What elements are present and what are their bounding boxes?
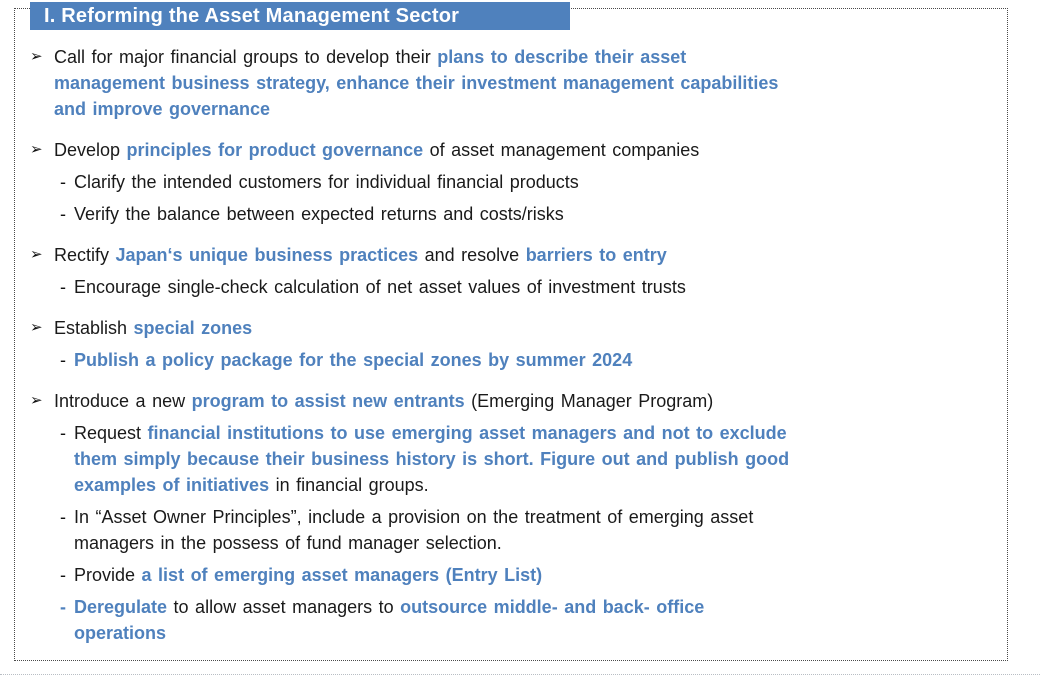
- bullet-item: ➢ Introduce a new program to assist new e…: [30, 388, 1002, 414]
- dash-bullet-icon: -: [60, 565, 66, 585]
- section-title-banner: I. Reforming the Asset Management Sector: [30, 2, 570, 30]
- plain-text: Rectify: [54, 245, 116, 265]
- bullet-text: Develop principles for product governanc…: [54, 137, 1002, 163]
- highlighted-text: program to assist new entrants: [191, 391, 465, 411]
- plain-text: Develop: [54, 140, 127, 160]
- sub-bullet-item: - Deregulate to allow asset managers to o…: [30, 594, 1002, 646]
- plain-text: Clarify the intended customers for indiv…: [74, 172, 579, 192]
- arrow-bullet-icon: ➢: [30, 319, 43, 336]
- plain-text: In “Asset Owner Principles”, include a p…: [74, 507, 754, 553]
- arrow-bullet-icon: ➢: [30, 392, 43, 409]
- sub-bullet-item: - Clarify the intended customers for indi…: [30, 169, 1002, 195]
- bullet-item: ➢ Rectify Japan‘s unique business practic…: [30, 242, 1002, 268]
- sub-bullet-item: - Request financial institutions to use e…: [30, 420, 1002, 498]
- plain-text: Provide: [74, 565, 142, 585]
- bullet-text: In “Asset Owner Principles”, include a p…: [74, 504, 1002, 556]
- highlighted-text: principles for product governance: [126, 140, 424, 160]
- highlighted-text: barriers to entry: [525, 245, 667, 265]
- sub-bullet-item: - Verify the balance between expected ret…: [30, 201, 1002, 227]
- dash-bullet-icon: -: [60, 277, 66, 297]
- bullet-list: ➢ Call for major financial groups to deve…: [30, 34, 1002, 646]
- bullet-text: Clarify the intended customers for indiv…: [74, 169, 1002, 195]
- bullet-text: Verify the balance between expected retu…: [74, 201, 1002, 227]
- bullet-text: Call for major financial groups to devel…: [54, 44, 1002, 122]
- dash-bullet-icon: -: [60, 423, 66, 443]
- plain-text: of asset management companies: [423, 140, 700, 160]
- plain-text: in financial groups.: [269, 475, 429, 495]
- dash-bullet-icon: -: [60, 350, 66, 370]
- bullet-text: Deregulate to allow asset managers to ou…: [74, 594, 1002, 646]
- arrow-bullet-icon: ➢: [30, 48, 43, 65]
- bullet-text: Publish a policy package for the special…: [74, 347, 1002, 373]
- arrow-bullet-icon: ➢: [30, 141, 43, 158]
- highlighted-text: special zones: [133, 318, 253, 338]
- bullet-item: ➢ Call for major financial groups to deve…: [30, 44, 1002, 122]
- plain-text: Request: [74, 423, 148, 443]
- dash-bullet-icon: -: [60, 172, 66, 192]
- highlighted-text: Deregulate: [74, 597, 168, 617]
- bullet-item: ➢ Establish special zones: [30, 315, 1002, 341]
- highlighted-text: outsource middle- and back- office opera…: [74, 597, 705, 643]
- sub-bullet-item: - Publish a policy package for the specia…: [30, 347, 1002, 373]
- bullet-text: Rectify Japan‘s unique business practice…: [54, 242, 1002, 268]
- page-title: I. Reforming the Asset Management Sector: [44, 4, 460, 27]
- plain-text: Encourage single-check calculation of ne…: [74, 277, 686, 297]
- highlighted-text: a list of emerging asset managers (Entry…: [141, 565, 543, 585]
- plain-text: to allow asset managers to: [167, 597, 401, 617]
- highlighted-text: plans to describe their asset management…: [54, 47, 779, 119]
- bullet-text: Establish special zones: [54, 315, 1002, 341]
- plain-text: and resolve: [418, 245, 526, 265]
- bullet-item: ➢ Develop principles for product governan…: [30, 137, 1002, 163]
- plain-text: Call for major financial groups to devel…: [54, 47, 438, 67]
- bullet-text: Encourage single-check calculation of ne…: [74, 274, 1002, 300]
- plain-text: Establish: [54, 318, 134, 338]
- highlighted-text: Japan‘s unique business practices: [115, 245, 419, 265]
- plain-text: Verify the balance between expected retu…: [74, 204, 564, 224]
- dash-bullet-icon: -: [60, 507, 66, 527]
- highlighted-text: Publish a policy package for the special…: [74, 350, 633, 370]
- dash-bullet-icon: -: [60, 597, 66, 617]
- sub-bullet-item: - Provide a list of emerging asset manage…: [30, 562, 1002, 588]
- bullet-text: Request financial institutions to use em…: [74, 420, 1002, 498]
- plain-text: Introduce a new: [54, 391, 192, 411]
- arrow-bullet-icon: ➢: [30, 246, 43, 263]
- sub-bullet-item: - In “Asset Owner Principles”, include a …: [30, 504, 1002, 556]
- sub-bullet-item: - Encourage single-check calculation of n…: [30, 274, 1002, 300]
- bullet-text: Provide a list of emerging asset manager…: [74, 562, 1002, 588]
- dash-bullet-icon: -: [60, 204, 66, 224]
- highlighted-text: financial institutions to use emerging a…: [74, 423, 790, 495]
- bullet-text: Introduce a new program to assist new en…: [54, 388, 1002, 414]
- slide-bottom-edge: [0, 674, 1040, 675]
- plain-text: (Emerging Manager Program): [464, 391, 714, 411]
